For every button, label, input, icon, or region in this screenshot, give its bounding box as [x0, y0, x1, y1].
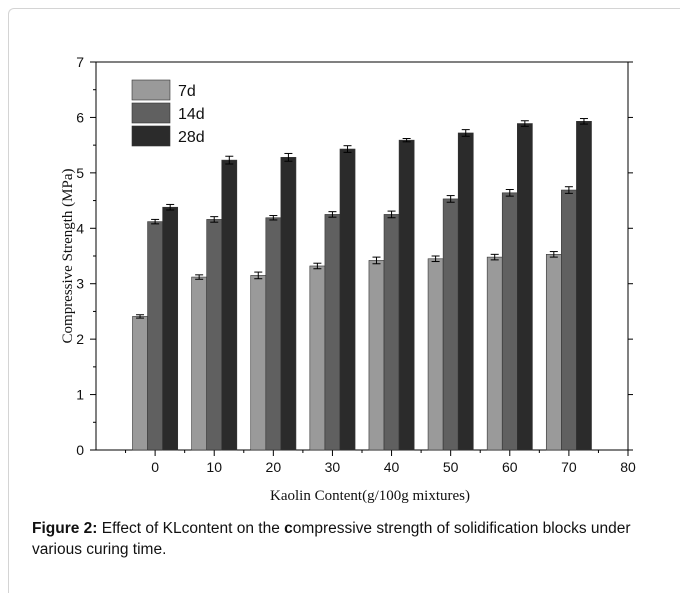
- bar-14d-40: [383, 214, 400, 451]
- bar-7d-50: [427, 258, 444, 451]
- legend-label-7d: 7d: [178, 83, 196, 100]
- bar-7d-60: [486, 256, 503, 451]
- x-tick-label: 10: [206, 459, 222, 475]
- chart: 0 1 2 3 4 5 6 7 0 10 20 30 40 50 60 70 80 7d 14d 28d Kaol…: [60, 54, 636, 504]
- bar-14d-70: [561, 189, 577, 451]
- bar-7d-0: [132, 316, 148, 451]
- bar-14d-20: [265, 217, 282, 451]
- bars: [132, 118, 592, 451]
- x-tick-label: 30: [325, 459, 341, 475]
- figure-caption: Figure 2: Effect of KLcontent on the com…: [32, 518, 666, 560]
- bar-14d-10: [206, 219, 223, 451]
- y-tick-label: 7: [76, 54, 84, 70]
- y-tick-label: 4: [76, 220, 84, 236]
- bar-14d-30: [324, 214, 341, 451]
- legend-label-28d: 28d: [178, 129, 205, 146]
- y-axis-title: Compressive Strength (MPa): [60, 169, 76, 344]
- legend-swatch-14d: [131, 102, 171, 124]
- x-tick-label: 60: [502, 459, 518, 475]
- bar-28d-0: [162, 206, 179, 451]
- caption-text-b: ompressive strength of solidification bl…: [32, 520, 631, 558]
- y-tick-label: 0: [76, 442, 84, 458]
- bar-14d-60: [501, 192, 518, 451]
- legend-swatch-7d: [131, 79, 171, 101]
- bar-14d-50: [442, 198, 459, 451]
- y-tick-label: 5: [76, 165, 84, 181]
- bar-28d-50: [457, 132, 474, 451]
- bar-28d-20: [280, 157, 297, 451]
- caption-label: Figure 2:: [32, 520, 98, 537]
- bar-7d-20: [250, 275, 267, 451]
- y-tick-label: 2: [76, 331, 84, 347]
- x-tick-label: 20: [266, 459, 282, 475]
- x-tick-label: 0: [151, 459, 159, 475]
- y-axis-ticks: 0 1 2 3 4 5 6 7: [76, 54, 633, 458]
- bar-28d-40: [398, 139, 415, 451]
- x-axis-ticks: 0 10 20 30 40 50 60 70 80: [125, 450, 636, 475]
- caption-text-a: Effect of KLcontent on the: [97, 520, 285, 537]
- x-axis-title: Kaolin Content(g/100g mixtures): [270, 488, 470, 504]
- legend: 7d 14d 28d: [131, 79, 205, 147]
- y-tick-label: 3: [76, 276, 84, 292]
- bar-7d-30: [309, 265, 326, 451]
- caption-bold-c: c: [284, 520, 293, 537]
- bar-7d-10: [191, 276, 207, 451]
- bar-28d-70: [576, 121, 592, 451]
- bar-28d-30: [339, 148, 356, 451]
- x-tick-label: 40: [384, 459, 400, 475]
- figure-frame: [8, 8, 680, 593]
- y-tick-label: 1: [76, 387, 84, 403]
- legend-label-14d: 14d: [178, 106, 205, 123]
- bar-7d-70: [545, 254, 562, 451]
- x-tick-label: 70: [561, 459, 577, 475]
- x-tick-label: 80: [620, 459, 636, 475]
- legend-swatch-28d: [131, 125, 171, 147]
- x-tick-label: 50: [443, 459, 459, 475]
- y-tick-label: 6: [76, 109, 84, 125]
- bar-28d-60: [517, 123, 533, 451]
- bar-7d-40: [368, 260, 385, 451]
- bar-14d-0: [147, 221, 163, 451]
- bar-28d-10: [221, 159, 238, 451]
